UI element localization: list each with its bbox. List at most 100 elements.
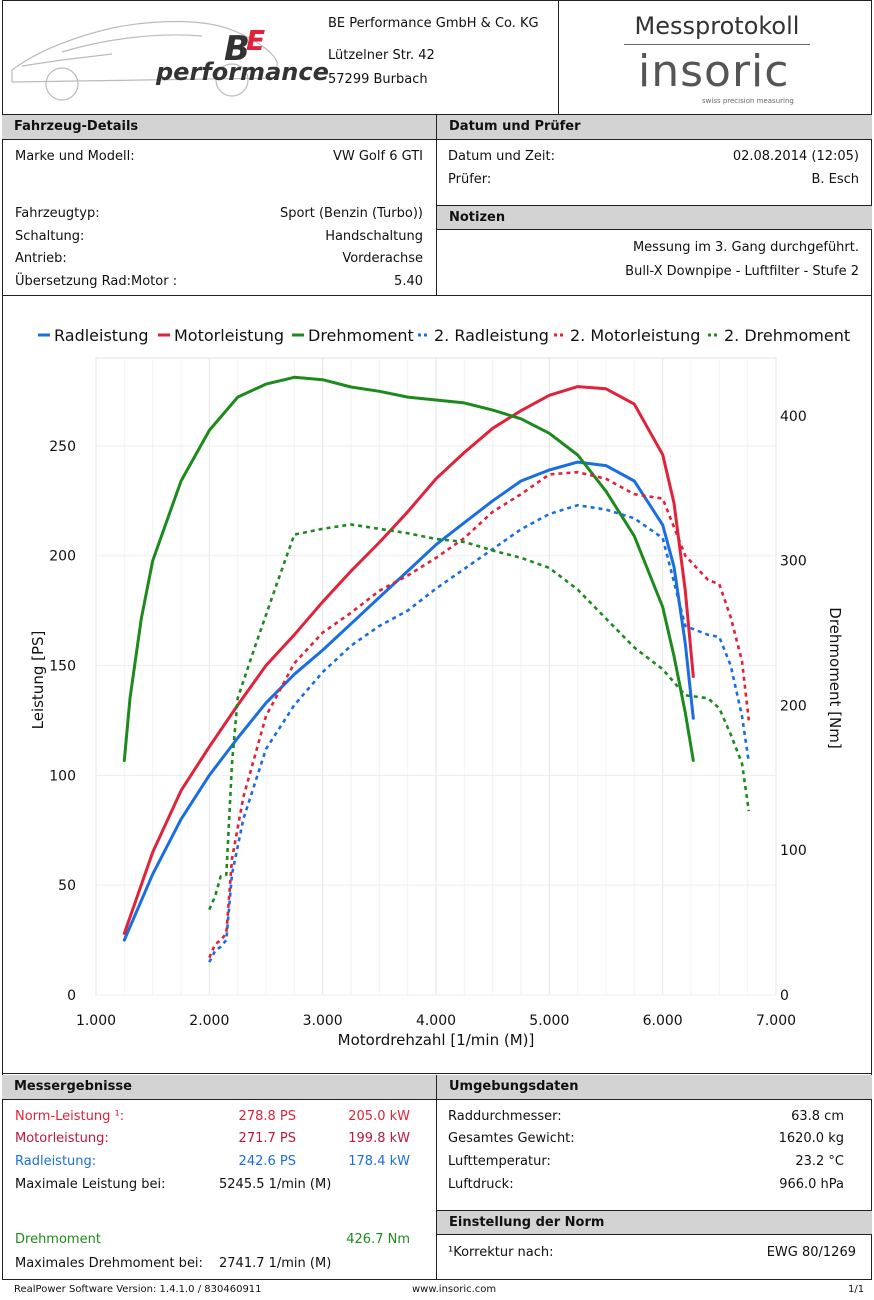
wheel-power-row: Radleistung: 242.6 PS 178.4 kW xyxy=(15,1152,415,1172)
date-label: Datum und Zeit: xyxy=(448,149,555,164)
vehicle-type-row: Fahrzeugtyp: Sport (Benzin (Turbo)) xyxy=(15,204,423,224)
company-street: Lützelner Str. 42 xyxy=(328,48,435,63)
date-value: 02.08.2014 (12:05) xyxy=(732,149,859,164)
company-name: BE Performance GmbH & Co. KG xyxy=(328,16,539,31)
notes-section-title: Notizen xyxy=(437,205,872,230)
max-torque-row: Maximales Drehmoment bei: 2741.7 1/min (… xyxy=(15,1254,415,1274)
series-line-3 xyxy=(122,375,695,762)
series-line-4 xyxy=(208,503,751,963)
notes-line1: Messung im 3. Gang durchgeführt. xyxy=(632,240,859,255)
norm-power-label: Norm-Leistung ¹: xyxy=(15,1109,125,1124)
vehicle-ratio-row: Übersetzung Rad:Motor : 5.40 xyxy=(15,272,423,292)
company-address: BE Performance GmbH & Co. KG Lützelner S… xyxy=(328,12,539,92)
series-line-6 xyxy=(208,523,751,911)
y2-axis-label: Drehmoment [Nm] xyxy=(826,607,844,748)
page-number: 1/1 xyxy=(848,1284,865,1295)
company-city: 57299 Burbach xyxy=(328,72,428,87)
motor-power-kw: 199.8 kW xyxy=(348,1131,410,1146)
y-tick-label: 150 xyxy=(49,659,76,675)
notes-line1-row: Messung im 3. Gang durchgeführt. xyxy=(448,238,859,258)
vehicle-ratio-value: 5.40 xyxy=(394,274,423,289)
wheel-diameter-value: 63.8 cm xyxy=(791,1109,844,1124)
wheel-power-kw: 178.4 kW xyxy=(348,1154,410,1169)
chart-legend: Radleistung Motorleistung Drehmoment 2. Rad… xyxy=(38,326,850,345)
date-section-title: Datum und Prüfer xyxy=(437,115,872,140)
air-temp-label: Lufttemperatur: xyxy=(448,1154,551,1169)
y-tick-label: 50 xyxy=(58,878,76,894)
tester-value: B. Esch xyxy=(811,172,859,187)
vehicle-model-row: Marke und Modell: VW Golf 6 GTI xyxy=(15,147,423,167)
wheel-power-ps: 242.6 PS xyxy=(238,1154,296,1169)
results-section-title: Messergebnisse xyxy=(2,1075,437,1100)
vehicle-drive-row: Antrieb: Vorderachse xyxy=(15,249,423,269)
wheel-power-label: Radleistung: xyxy=(15,1154,97,1169)
y2-tick-label: 100 xyxy=(780,843,807,859)
y-tick-label: 0 xyxy=(67,988,76,1004)
norm-correction-label: ¹Korrektur nach: xyxy=(448,1245,554,1260)
air-pressure-label: Luftdruck: xyxy=(448,1177,514,1192)
y-tick-label: 100 xyxy=(49,768,76,784)
y-tick-label: 200 xyxy=(49,549,76,565)
chart-series xyxy=(122,375,751,963)
car-silhouette-icon: B E xyxy=(11,20,278,101)
wheel-diameter-label: Raddurchmesser: xyxy=(448,1109,562,1124)
legend-label: 2. Motorleistung xyxy=(570,326,700,345)
motor-power-label: Motorleistung: xyxy=(15,1131,109,1146)
max-torque-label: Maximales Drehmoment bei: xyxy=(15,1256,203,1271)
x-tick-label: 1.000 xyxy=(76,1013,116,1029)
max-power-row: Maximale Leistung bei: 5245.5 1/min (M) xyxy=(15,1175,415,1195)
vehicle-section-title: Fahrzeug-Details xyxy=(2,115,437,140)
legend-label: Radleistung xyxy=(54,326,149,345)
norm-correction-row: ¹Korrektur nach: EWG 80/1269 xyxy=(448,1243,856,1263)
header: B E performance BE Performance GmbH & Co… xyxy=(2,0,872,115)
footer-url[interactable]: www.insoric.com xyxy=(412,1284,497,1295)
notes-line2-row: Bull-X Downpipe - Luftfilter - Stufe 2 xyxy=(448,262,859,282)
vehicle-shift-value: Handschaltung xyxy=(325,229,423,244)
legend-label: Drehmoment xyxy=(308,326,414,345)
software-version: RealPower Software Version: 1.4.1.0 / 83… xyxy=(14,1284,262,1295)
norm-section-title: Einstellung der Norm xyxy=(437,1210,872,1235)
torque-row: Drehmoment 426.7 Nm xyxy=(15,1230,415,1250)
x-tick-label: 7.000 xyxy=(756,1013,796,1029)
vehicle-shift-row: Schaltung: Handschaltung xyxy=(15,227,423,247)
series-line-5 xyxy=(208,470,751,959)
air-pressure-row: Luftdruck: 966.0 hPa xyxy=(448,1175,844,1195)
brand-subtitle: swiss precision measuring xyxy=(702,97,794,105)
motor-power-row: Motorleistung: 271.7 PS 199.8 kW xyxy=(15,1129,415,1149)
date-row: Datum und Zeit: 02.08.2014 (12:05) xyxy=(448,147,859,167)
norm-power-kw: 205.0 kW xyxy=(348,1109,410,1124)
weight-row: Gesamtes Gewicht: 1620.0 kg xyxy=(448,1129,844,1149)
x-tick-label: 2.000 xyxy=(189,1013,229,1029)
tester-label: Prüfer: xyxy=(448,172,492,187)
y2-tick-label: 400 xyxy=(780,409,807,425)
norm-power-row: Norm-Leistung ¹: 278.8 PS 205.0 kW xyxy=(15,1107,415,1127)
vehicle-shift-label: Schaltung: xyxy=(15,229,85,244)
air-temp-row: Lufttemperatur: 23.2 °C xyxy=(448,1152,844,1172)
svg-text:B: B xyxy=(224,29,250,69)
air-pressure-value: 966.0 hPa xyxy=(779,1177,844,1192)
norm-correction-value: EWG 80/1269 xyxy=(766,1245,856,1260)
x-tick-label: 3.000 xyxy=(303,1013,343,1029)
torque-label: Drehmoment xyxy=(15,1232,101,1247)
svg-text:E: E xyxy=(246,24,265,57)
y-tick-label: 250 xyxy=(49,439,76,455)
max-power-value: 5245.5 1/min (M) xyxy=(219,1177,332,1192)
vehicle-type-label: Fahrzeugtyp: xyxy=(15,206,100,221)
x-axis-label: Motordrehzahl [1/min (M)] xyxy=(338,1031,535,1049)
y-axis-label: Leistung [PS] xyxy=(29,631,47,730)
vehicle-model-label: Marke und Modell: xyxy=(15,149,135,164)
vehicle-ratio-label: Übersetzung Rad:Motor : xyxy=(15,274,178,289)
chart-axes: 1.000 2.000 3.000 4.000 5.000 6.000 7.000 0 50 10… xyxy=(49,409,806,1029)
y2-tick-label: 200 xyxy=(780,698,807,714)
legend-label: Motorleistung xyxy=(174,326,284,345)
motor-power-ps: 271.7 PS xyxy=(238,1131,296,1146)
weight-label: Gesamtes Gewicht: xyxy=(448,1131,575,1146)
x-tick-label: 6.000 xyxy=(643,1013,683,1029)
x-tick-label: 4.000 xyxy=(416,1013,456,1029)
notes-line2: Bull-X Downpipe - Luftfilter - Stufe 2 xyxy=(625,264,859,279)
vehicle-drive-value: Vorderachse xyxy=(342,251,423,266)
legend-label: 2. Radleistung xyxy=(434,326,549,345)
company-logo: B E performance xyxy=(2,0,329,114)
max-torque-value: 2741.7 1/min (M) xyxy=(219,1256,332,1271)
